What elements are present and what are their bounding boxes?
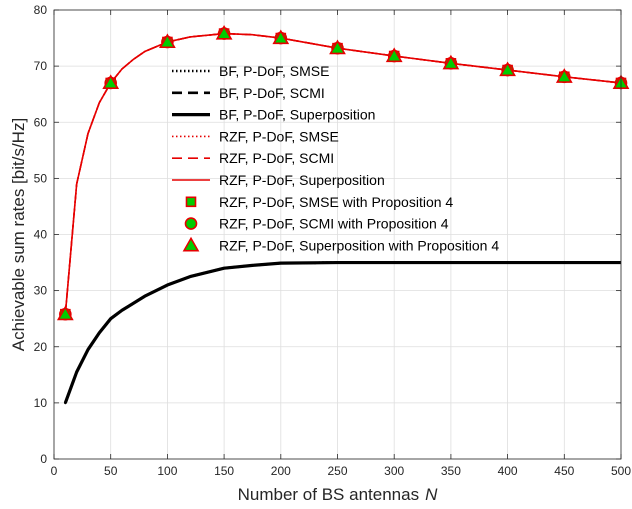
legend-label: BF, P-DoF, SMSE bbox=[219, 63, 329, 79]
x-tick-label: 350 bbox=[441, 464, 461, 478]
y-tick-label: 60 bbox=[34, 115, 48, 129]
data-point-triangle bbox=[56, 305, 74, 321]
x-tick-label: 400 bbox=[498, 464, 518, 478]
x-tick-label: 50 bbox=[104, 464, 118, 478]
legend-label: RZF, P-DoF, SCMI with Proposition 4 bbox=[219, 216, 449, 232]
legend-item: RZF, P-DoF, SCMI with Proposition 4 bbox=[184, 216, 449, 232]
legend-label: BF, P-DoF, Superposition bbox=[219, 107, 375, 123]
legend-swatch-circle bbox=[184, 217, 198, 230]
legend-label: RZF, P-DoF, Superposition bbox=[219, 172, 385, 188]
legend-item: RZF, P-DoF, SCMI bbox=[172, 150, 334, 166]
legend-item: RZF, P-DoF, SMSE with Proposition 4 bbox=[185, 194, 453, 210]
data-point-triangle bbox=[499, 61, 516, 77]
legend-swatch-triangle bbox=[182, 236, 200, 252]
x-axis-label: Number of BS antennas N bbox=[238, 485, 438, 504]
legend-label: RZF, P-DoF, Superposition with Propositi… bbox=[219, 237, 499, 253]
y-tick-label: 10 bbox=[34, 396, 48, 410]
legend-item: RZF, P-DoF, SMSE bbox=[172, 128, 339, 144]
ticks: 0 50 100 150 200 250 300 350 400 450 500 0 10 20 30 40 5… bbox=[34, 3, 632, 478]
data-point-triangle bbox=[159, 33, 176, 49]
legend-label: BF, P-DoF, SCMI bbox=[219, 85, 325, 101]
data-point-triangle bbox=[102, 74, 120, 90]
y-axis-label: Achievable sum rates [bit/s/Hz] bbox=[9, 118, 28, 351]
x-tick-label: 150 bbox=[214, 464, 234, 478]
x-tick-label: 0 bbox=[51, 464, 58, 478]
legend-item: BF, P-DoF, Superposition bbox=[172, 107, 375, 123]
y-tick-label: 30 bbox=[34, 284, 48, 298]
data-point-triangle bbox=[442, 54, 460, 70]
y-tick-label: 20 bbox=[34, 340, 48, 354]
data-point-triangle bbox=[215, 24, 233, 40]
x-tick-label: 250 bbox=[327, 464, 347, 478]
legend-label: RZF, P-DoF, SCMI bbox=[219, 150, 334, 166]
legend-label: RZF, P-DoF, SMSE bbox=[219, 128, 339, 144]
y-tick-label: 0 bbox=[40, 452, 47, 466]
x-tick-label: 200 bbox=[271, 464, 291, 478]
data-point-triangle bbox=[329, 39, 346, 55]
data-point-triangle bbox=[555, 68, 573, 83]
legend-item: RZF, P-DoF, Superposition bbox=[172, 172, 385, 188]
x-tick-label: 500 bbox=[611, 464, 631, 478]
series-markers bbox=[56, 24, 630, 321]
y-tick-label: 80 bbox=[34, 3, 48, 17]
legend-item: BF, P-DoF, SMSE bbox=[172, 63, 329, 79]
data-point-triangle bbox=[272, 29, 290, 45]
legend: BF, P-DoF, SMSE BF, P-DoF, SCMI BF, P-DoF,… bbox=[172, 63, 499, 253]
x-tick-label: 300 bbox=[384, 464, 404, 478]
data-point-triangle bbox=[385, 47, 403, 63]
legend-label: RZF, P-DoF, SMSE with Proposition 4 bbox=[219, 194, 453, 210]
x-tick-label: 100 bbox=[157, 464, 177, 478]
legend-swatch-square bbox=[185, 196, 197, 208]
legend-item: RZF, P-DoF, Superposition with Propositi… bbox=[182, 236, 499, 253]
series-line-2 bbox=[63, 260, 621, 404]
y-tick-label: 40 bbox=[34, 228, 48, 242]
x-tick-label: 450 bbox=[554, 464, 574, 478]
y-tick-label: 50 bbox=[34, 171, 48, 185]
legend-item: BF, P-DoF, SCMI bbox=[172, 85, 325, 101]
y-tick-label: 70 bbox=[34, 59, 48, 73]
